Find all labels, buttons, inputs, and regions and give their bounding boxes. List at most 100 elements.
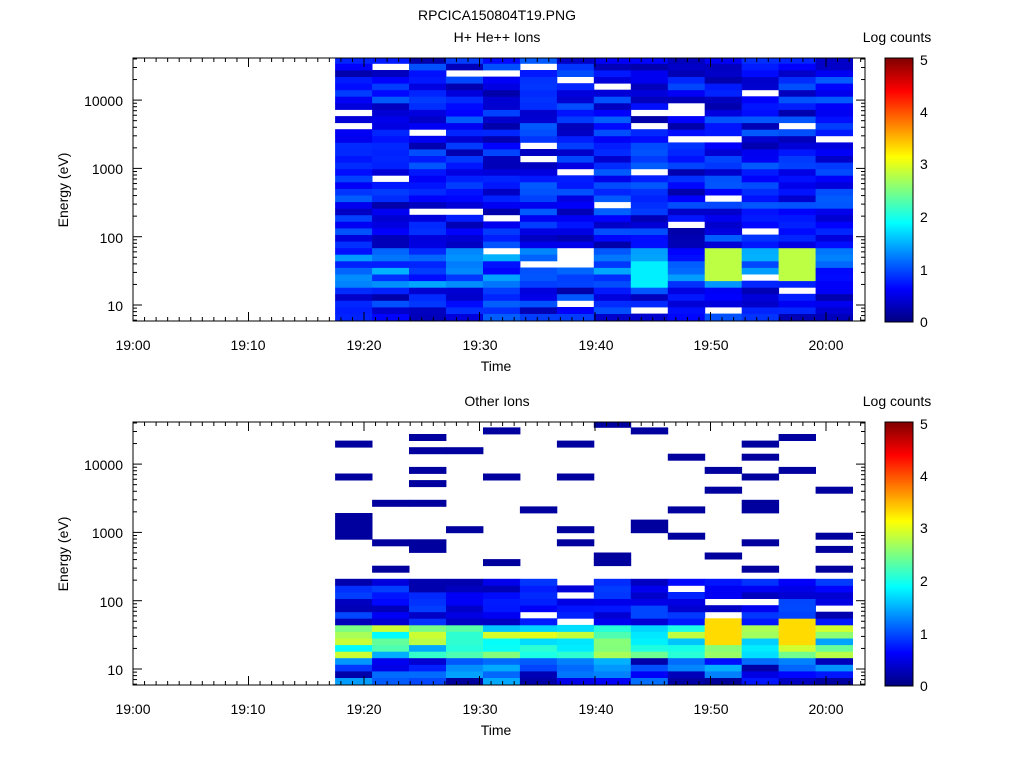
heatmap-cell: [446, 234, 484, 242]
heatmap-cell: [741, 300, 780, 308]
heatmap-cell: [815, 611, 853, 619]
heatmap-cell: [630, 247, 669, 255]
heatmap-cell: [667, 611, 706, 619]
heatmap-cell: [409, 149, 447, 156]
heatmap-cell: [704, 175, 743, 183]
heatmap-cell: [519, 293, 558, 301]
heatmap-cell: [409, 58, 447, 64]
heatmap-cell: [593, 234, 632, 242]
heatmap-cell: [704, 221, 743, 229]
heatmap-cell: [704, 657, 743, 665]
heatmap-cell: [519, 214, 558, 222]
heatmap-cell: [704, 58, 743, 64]
colorbar-tick-label: 4: [920, 468, 928, 484]
heatmap-cell: [372, 592, 410, 599]
heatmap-cell: [446, 526, 484, 534]
heatmap-cell: [409, 247, 447, 255]
heatmap-cell: [519, 122, 558, 130]
heatmap-cell: [630, 149, 669, 156]
heatmap-cell: [556, 644, 595, 652]
heatmap-cell: [519, 168, 558, 176]
heatmap-cell: [667, 188, 706, 196]
heatmap-cell: [483, 611, 521, 619]
heatmap-cell: [815, 168, 853, 176]
heatmap-cell: [483, 618, 521, 626]
heatmap-cell: [409, 228, 447, 235]
heatmap-cell: [741, 109, 780, 117]
heatmap-cell: [630, 135, 669, 143]
y-tick-labels: 10 100 1000 10000: [84, 457, 123, 678]
heatmap-cell: [667, 208, 706, 216]
heatmap-cell: [335, 267, 373, 275]
heatmap-cell: [446, 129, 484, 137]
heatmap-cell: [372, 300, 410, 308]
heatmap-cell: [446, 611, 484, 619]
heatmap-cell: [667, 605, 706, 613]
heatmap-cell: [483, 677, 521, 685]
heatmap-cell: [778, 611, 816, 619]
heatmap-cell: [778, 307, 816, 314]
x-tick-label: 19:10: [230, 337, 265, 353]
heatmap-cell: [741, 313, 780, 321]
heatmap-cell: [593, 592, 632, 599]
heatmap-cell: [815, 307, 853, 314]
heatmap-cell: [667, 657, 706, 665]
heatmap-cell: [446, 241, 484, 249]
heatmap-cell: [667, 58, 706, 64]
heatmap-cell: [630, 657, 669, 665]
heatmap-cell: [630, 644, 669, 652]
heatmap-cell: [556, 473, 595, 481]
heatmap-cell: [519, 175, 558, 183]
heatmap-cell: [778, 657, 816, 665]
heatmap-cell: [667, 122, 706, 130]
heatmap-cell: [593, 247, 632, 255]
heatmap-cell: [483, 234, 521, 242]
heatmap-cell: [372, 181, 410, 189]
heatmap-cell: [556, 188, 595, 196]
heatmap-cell: [704, 300, 743, 308]
heatmap-cell: [778, 274, 816, 282]
heatmap-cell: [741, 96, 780, 104]
heatmap-cell: [630, 611, 669, 619]
heatmap-cell: [446, 109, 484, 117]
heatmap-cell: [335, 63, 373, 71]
heatmap-cell: [667, 83, 706, 91]
heatmap-cell: [593, 651, 632, 659]
heatmap-cell: [446, 671, 484, 678]
heatmap-cell: [519, 195, 558, 203]
heatmap-cell: [630, 274, 669, 282]
heatmap-cell: [446, 598, 484, 606]
heatmap-cell: [704, 664, 743, 672]
heatmap-cell: [446, 175, 484, 183]
heatmap-cell: [741, 499, 780, 507]
heatmap-cell: [815, 63, 853, 71]
y-tick-label: 100: [100, 230, 124, 246]
heatmap-cell: [483, 664, 521, 672]
heatmap-cell: [335, 135, 373, 143]
heatmap-cell: [446, 149, 484, 156]
heatmap-cell: [519, 228, 558, 235]
heatmap-cell: [704, 552, 743, 560]
heatmap-cell: [630, 208, 669, 216]
heatmap-cell: [630, 234, 669, 242]
heatmap-cell: [556, 58, 595, 64]
heatmap-cell: [372, 76, 410, 84]
heatmap-cell: [446, 188, 484, 196]
panel-title: Other Ions: [464, 393, 529, 409]
heatmap-cell: [409, 181, 447, 189]
heatmap-cell: [335, 214, 373, 222]
heatmap-cell: [667, 644, 706, 652]
heatmap-cell: [483, 241, 521, 249]
heatmap-cell: [409, 201, 447, 209]
heatmap-cell: [630, 638, 669, 646]
heatmap-cell: [483, 671, 521, 678]
heatmap-cell: [409, 598, 447, 606]
heatmap-cell: [446, 116, 484, 124]
heatmap-cell: [335, 116, 373, 124]
heatmap-cell: [593, 241, 632, 249]
heatmap-cell: [741, 657, 780, 665]
heatmap-cell: [815, 644, 853, 652]
heatmap-cell: [335, 234, 373, 242]
heatmap-cell: [556, 664, 595, 672]
heatmap-cell: [667, 671, 706, 678]
